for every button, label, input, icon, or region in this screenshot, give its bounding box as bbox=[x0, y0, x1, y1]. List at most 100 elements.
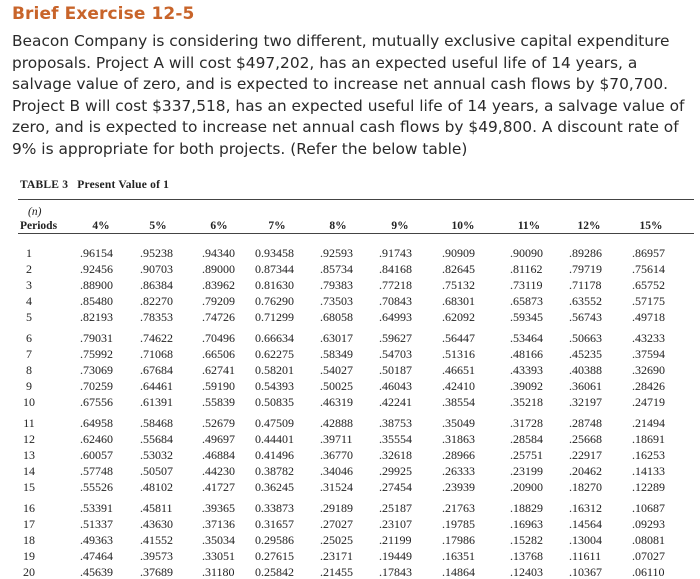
pv-factor-cell: .35554 bbox=[379, 432, 412, 446]
pv-factor-cell: .79209 bbox=[202, 294, 235, 308]
pv-factor-cell: .32618 bbox=[379, 448, 412, 462]
period-number: 3 bbox=[26, 278, 32, 292]
pv-factor-cell: .42241 bbox=[379, 395, 412, 409]
pv-factor-cell: .90703 bbox=[140, 262, 173, 276]
pv-factor-cell: .34046 bbox=[320, 464, 353, 478]
pv-factor-cell: .33051 bbox=[202, 549, 235, 563]
pv-factor-cell: .29189 bbox=[320, 501, 353, 515]
pv-factor-cell: .50663 bbox=[569, 331, 602, 345]
pv-factor-cell: .67684 bbox=[140, 363, 173, 377]
pv-factor-cell: .42410 bbox=[442, 379, 475, 393]
pv-factor-cell: .15282 bbox=[510, 533, 543, 547]
rate-header: 5% bbox=[149, 220, 167, 232]
pv-factor-cell: .48102 bbox=[140, 480, 173, 494]
pv-factor-cell: .62741 bbox=[202, 363, 235, 377]
pv-factor-cell: .19449 bbox=[379, 549, 412, 563]
pv-factor-cell: .20900 bbox=[510, 480, 543, 494]
pv-factor-cell: .88900 bbox=[80, 278, 113, 292]
pv-factor-cell: 0.31657 bbox=[255, 517, 294, 531]
pv-factor-cell: .83962 bbox=[202, 278, 235, 292]
pv-factor-cell: 0.50835 bbox=[255, 395, 294, 409]
table-top-rule bbox=[18, 199, 694, 200]
pv-factor-cell: .79719 bbox=[569, 262, 602, 276]
pv-factor-cell: .21455 bbox=[320, 565, 353, 579]
pv-factor-cell: .95238 bbox=[140, 246, 173, 260]
pv-factor-cell: .36770 bbox=[320, 448, 353, 462]
pv-factor-cell: 0.76290 bbox=[255, 294, 294, 308]
pv-factor-cell: .18691 bbox=[632, 432, 665, 446]
pv-factor-cell: .73069 bbox=[80, 363, 113, 377]
pv-factor-cell: .45811 bbox=[140, 501, 173, 515]
pv-factor-cell: 0.81630 bbox=[255, 278, 294, 292]
table-caption: TABLE 3 Present Value of 1 bbox=[20, 179, 169, 191]
pv-factor-cell: .79383 bbox=[320, 278, 353, 292]
pv-factor-cell: .82645 bbox=[442, 262, 475, 276]
pv-factor-cell: .23939 bbox=[442, 480, 475, 494]
pv-factor-cell: .94340 bbox=[202, 246, 235, 260]
pv-factor-cell: .64461 bbox=[140, 379, 173, 393]
pv-factor-cell: .16312 bbox=[569, 501, 602, 515]
pv-factor-cell: .75992 bbox=[80, 347, 113, 361]
pv-factor-cell: 0.38782 bbox=[255, 464, 294, 478]
pv-factor-cell: .39092 bbox=[510, 379, 543, 393]
header-rule bbox=[18, 233, 694, 234]
pv-factor-cell: 0.25842 bbox=[255, 565, 294, 579]
pv-factor-cell: .09293 bbox=[632, 517, 665, 531]
pv-factor-cell: 0.58201 bbox=[255, 363, 294, 377]
pv-factor-cell: .73503 bbox=[320, 294, 353, 308]
pv-factor-cell: .59627 bbox=[379, 331, 412, 345]
period-number: 1 bbox=[26, 246, 32, 260]
pv-factor-cell: .23199 bbox=[510, 464, 543, 478]
rate-header: 15% bbox=[639, 220, 663, 232]
period-number: 15 bbox=[23, 480, 35, 494]
rate-header: 7% bbox=[268, 220, 286, 232]
exercise-title: Brief Exercise 12-5 bbox=[12, 4, 195, 24]
period-number: 12 bbox=[23, 432, 35, 446]
pv-factor-cell: .48166 bbox=[510, 347, 543, 361]
pv-factor-cell: .86957 bbox=[632, 246, 665, 260]
pv-factor-cell: .25025 bbox=[320, 533, 353, 547]
pv-factor-cell: .51316 bbox=[442, 347, 475, 361]
pv-factor-cell: .28426 bbox=[632, 379, 665, 393]
rate-header: 12% bbox=[577, 220, 601, 232]
pv-factor-cell: .45235 bbox=[569, 347, 602, 361]
pv-factor-cell: .36061 bbox=[569, 379, 602, 393]
pv-factor-cell: .67556 bbox=[80, 395, 113, 409]
pv-factor-cell: .75614 bbox=[632, 262, 665, 276]
pv-factor-cell: .57748 bbox=[80, 464, 113, 478]
pv-factor-cell: .35049 bbox=[442, 416, 475, 430]
pv-factor-cell: .52679 bbox=[202, 416, 235, 430]
pv-factor-cell: .84168 bbox=[379, 262, 412, 276]
pv-factor-cell: .25668 bbox=[569, 432, 602, 446]
pv-factor-cell: .44230 bbox=[202, 464, 235, 478]
period-number: 7 bbox=[26, 347, 32, 361]
present-value-table: TABLE 3 Present Value of 1 (n) Periods 4… bbox=[10, 173, 694, 579]
pv-factor-cell: .89286 bbox=[569, 246, 602, 260]
periods-header: (n) Periods bbox=[20, 205, 57, 233]
pv-factor-cell: 0.54393 bbox=[255, 379, 294, 393]
period-number: 20 bbox=[23, 565, 35, 579]
table-title: Present Value of 1 bbox=[77, 179, 170, 191]
pv-factor-cell: .32197 bbox=[569, 395, 602, 409]
pv-factor-cell: .14133 bbox=[632, 464, 665, 478]
pv-factor-cell: .43630 bbox=[140, 517, 173, 531]
pv-factor-cell: .13004 bbox=[569, 533, 602, 547]
period-number: 6 bbox=[26, 331, 32, 345]
pv-factor-cell: .08081 bbox=[632, 533, 665, 547]
period-number: 2 bbox=[26, 262, 32, 276]
pv-factor-cell: .54027 bbox=[320, 363, 353, 377]
period-number: 5 bbox=[26, 310, 32, 324]
pv-factor-cell: .32690 bbox=[632, 363, 665, 377]
pv-factor-cell: .64958 bbox=[80, 416, 113, 430]
pv-factor-cell: 0.62275 bbox=[255, 347, 294, 361]
pv-factor-cell: .46651 bbox=[442, 363, 475, 377]
pv-factor-cell: .13768 bbox=[510, 549, 543, 563]
pv-factor-cell: 0.71299 bbox=[255, 310, 294, 324]
pv-factor-cell: .31524 bbox=[320, 480, 353, 494]
pv-factor-cell: .75132 bbox=[442, 278, 475, 292]
pv-factor-cell: .51337 bbox=[80, 517, 113, 531]
pv-factor-cell: .63552 bbox=[569, 294, 602, 308]
pv-factor-cell: .62092 bbox=[442, 310, 475, 324]
pv-factor-cell: .90909 bbox=[442, 246, 475, 260]
period-number: 16 bbox=[23, 501, 35, 515]
